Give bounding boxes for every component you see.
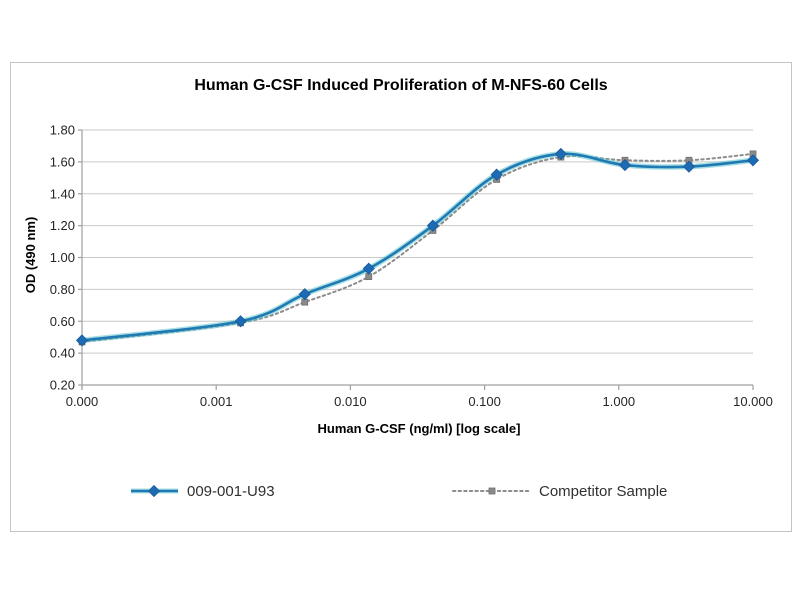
series-line-dotted xyxy=(81,152,754,343)
x-tick-label: 0.100 xyxy=(468,394,501,409)
legend-line-diamond-sample xyxy=(131,484,178,498)
y-tick-label: 1.80 xyxy=(50,123,75,138)
diamond-marker xyxy=(234,315,247,328)
y-tick-label: 0.40 xyxy=(50,346,75,361)
diamond-marker xyxy=(298,288,311,301)
chart-frame xyxy=(10,62,792,532)
series-line-solid xyxy=(80,152,755,342)
x-tick-label: 0.000 xyxy=(66,394,99,409)
y-tick-label: 0.20 xyxy=(50,378,75,393)
legend-diamond-marker xyxy=(147,484,161,498)
y-tick-label: 1.00 xyxy=(50,250,75,265)
diamond-marker xyxy=(490,168,503,181)
y-axis-title: OD (490 nm) xyxy=(23,216,38,294)
x-tick-label: 0.010 xyxy=(334,394,367,409)
diamond-marker xyxy=(682,160,696,173)
diamond-marker xyxy=(75,334,89,347)
diamond-marker xyxy=(426,219,439,232)
y-tick-label: 1.40 xyxy=(50,186,75,201)
legend-label: Competitor Sample xyxy=(539,482,668,500)
y-tick-label: 0.60 xyxy=(50,314,75,329)
legend-item-series-1: 009-001-U93 xyxy=(130,482,275,500)
legend-item-series-2: Competitor Sample xyxy=(452,482,667,500)
x-tick-label: 1.000 xyxy=(603,394,636,409)
legend-square-marker xyxy=(488,487,496,495)
diamond-marker xyxy=(554,147,567,160)
y-tick-label: 1.20 xyxy=(50,218,75,233)
chart-title: Human G-CSF Induced Proliferation of M-N… xyxy=(194,77,608,94)
x-axis-title: Human G-CSF (ng/ml) [log scale] xyxy=(317,421,521,436)
x-tick-label: 0.001 xyxy=(200,394,233,409)
y-tick-label: 1.60 xyxy=(50,154,75,169)
y-tick-label: 0.80 xyxy=(50,282,75,297)
diamond-marker xyxy=(746,154,760,167)
diamond-marker xyxy=(618,158,632,172)
series-line-glow xyxy=(79,151,756,344)
legend-dotted-square-sample xyxy=(452,487,532,495)
diamond-marker xyxy=(362,262,375,275)
x-tick-label: 10.000 xyxy=(733,394,773,409)
legend-label: 009-001-U93 xyxy=(187,482,275,500)
